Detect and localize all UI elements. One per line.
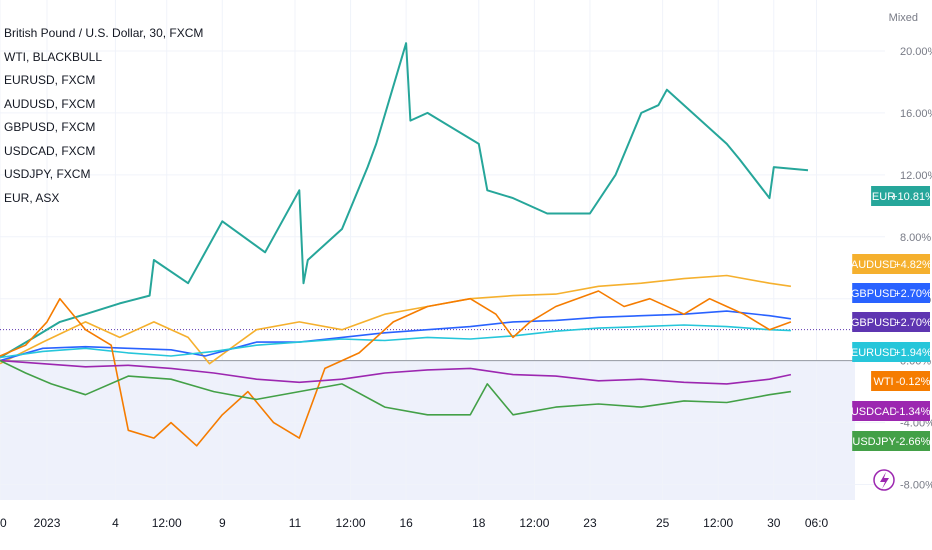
badge-ticker-text: WTI <box>873 376 893 388</box>
x-tick-label: 23 <box>583 516 597 530</box>
badge-value-text: -1.34% <box>896 406 931 418</box>
y-tick-label: 12.00% <box>900 170 932 182</box>
badge-value <box>896 431 930 451</box>
badge-ticker-text: GBPUSD <box>851 317 898 329</box>
legend-item-eur[interactable]: EUR, ASX <box>4 190 60 205</box>
badge-value <box>896 342 930 362</box>
badge-value-text: -2.66% <box>896 436 931 448</box>
badge-ticker-usdcad[interactable] <box>852 401 896 421</box>
x-tick-label: 06:0 <box>805 516 829 530</box>
x-tick-label: 11 <box>289 516 302 530</box>
lightning-icon-glyph <box>880 472 889 489</box>
badge-value-text: +2.70% <box>894 317 932 329</box>
series-line-eurusd[interactable] <box>0 324 791 359</box>
y-tick-label: 20.00% <box>900 46 932 58</box>
legend-item-audusd[interactable]: AUDUSD, FXCM <box>4 96 96 111</box>
y-tick-label: 8.00% <box>900 232 931 244</box>
x-tick-label: 12:00 <box>703 516 733 530</box>
series-line-usdcad[interactable] <box>0 359 792 385</box>
badge-value <box>896 283 930 303</box>
badge-value-text: -0.12% <box>896 376 931 388</box>
scale-mode-label[interactable]: Mixed <box>888 12 918 24</box>
x-tick-label: 12:00 <box>152 516 182 530</box>
series-line-audusd[interactable] <box>0 274 792 365</box>
badge-value <box>896 401 930 421</box>
badge-value-text: +10.81% <box>891 191 932 203</box>
badge-value <box>896 254 930 274</box>
x-tick-label: 30 <box>767 516 781 530</box>
x-tick-label: 18 <box>472 516 486 530</box>
x-tick-label: 00 <box>0 516 7 530</box>
badge-value <box>896 312 930 332</box>
series-line-gbpusd[interactable] <box>0 310 792 362</box>
badge-ticker-gbpusd[interactable] <box>852 283 896 303</box>
badge-value-text: +1.94% <box>894 347 932 359</box>
badge-ticker-text: GBPUSD <box>851 288 898 300</box>
y-tick-label: -8.00% <box>900 480 932 492</box>
legend-item-wti[interactable]: WTI, BLACKBULL <box>4 49 103 64</box>
badge-ticker-eur[interactable] <box>871 186 896 206</box>
badge-ticker-wti[interactable] <box>871 371 896 391</box>
legend-item-usdcad[interactable]: USDCAD, FXCM <box>4 143 96 158</box>
badge-ticker-usdjpy[interactable] <box>852 431 896 451</box>
series-line-usdjpy[interactable] <box>0 359 792 416</box>
y-tick-label: 16.00% <box>900 108 932 120</box>
x-tick-label: 12:00 <box>336 516 366 530</box>
badge-ticker-text: USDCAD <box>851 406 898 418</box>
badge-ticker-audusd[interactable] <box>852 254 896 274</box>
legend-item-gbpusd[interactable]: GBPUSD, FXCM <box>4 120 96 134</box>
x-tick-label: 2023 <box>34 516 61 530</box>
chart-legend: British Pound / U.S. Dollar, 30, FXCM WT… <box>4 22 203 210</box>
badge-ticker-text: EUR <box>872 191 895 203</box>
x-tick-label: 16 <box>399 516 413 530</box>
legend-main-symbol[interactable]: British Pound / U.S. Dollar, 30, FXCM <box>4 26 204 40</box>
x-tick-label: 9 <box>219 516 226 530</box>
badge-ticker-gbpusd[interactable] <box>852 312 896 332</box>
badge-ticker-eurusd[interactable] <box>852 342 896 362</box>
badge-value-text: +2.70% <box>894 288 932 300</box>
x-tick-label: 12:00 <box>519 516 549 530</box>
legend-item-eurusd[interactable]: EURUSD, FXCM <box>4 73 96 87</box>
badge-ticker-text: AUDUSD <box>851 259 898 271</box>
x-tick-label: 4 <box>112 516 119 530</box>
series-line-eur[interactable] <box>0 42 809 359</box>
badge-value <box>896 186 930 206</box>
legend-item-usdjpy[interactable]: USDJPY, FXCM <box>4 167 91 181</box>
series-line-wti[interactable] <box>0 290 792 447</box>
badge-ticker-text: USDJPY <box>852 436 896 448</box>
x-tick-label: 25 <box>656 516 670 530</box>
badge-ticker-text: EURUSD <box>851 347 898 359</box>
badge-value-text: +4.82% <box>894 259 932 271</box>
badge-value <box>896 371 930 391</box>
